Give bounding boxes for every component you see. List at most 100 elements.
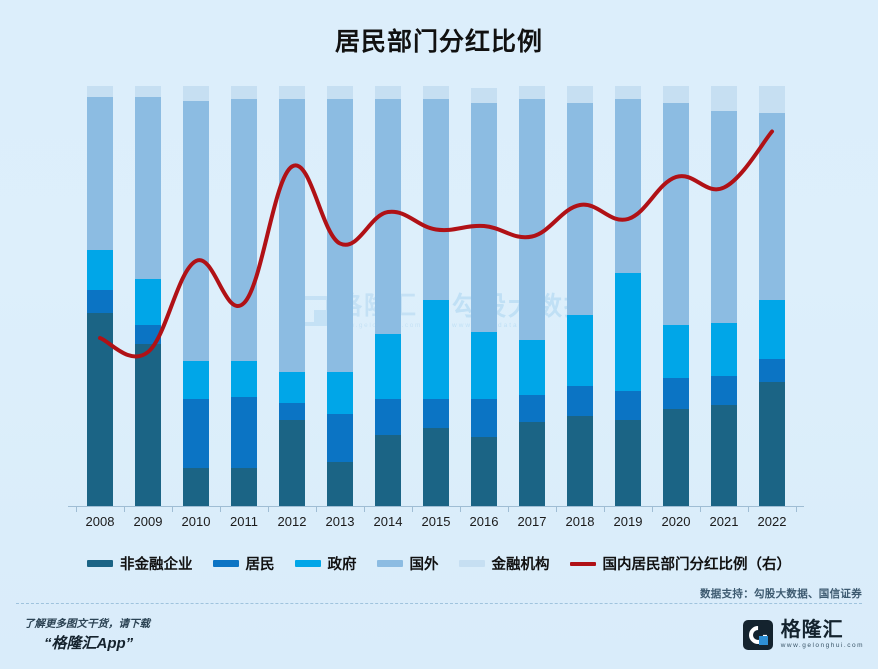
bar-segment [615,272,641,391]
bar-segment [759,300,785,359]
bar-segment [183,86,209,101]
source-note: 数据支持：勾股大数据、国信证券 [700,588,862,600]
bar-segment [231,468,257,506]
x-axis-tick-label: 2017 [517,514,547,529]
bar-column [87,86,113,506]
x-axis-tickmark [796,506,797,512]
x-axis-tick-label: 2014 [373,514,403,529]
legend-item[interactable]: 居民 [212,553,275,574]
bar-segment [519,394,545,422]
bar-segment [327,86,353,99]
bar-segment [375,98,401,334]
x-axis-tick-label: 2012 [277,514,307,529]
bar-segment [279,86,305,99]
bar-segment [87,249,113,290]
bar-segment [519,86,545,99]
legend-item[interactable]: 政府 [294,553,357,574]
x-axis-tick-label: 2008 [85,514,115,529]
legend-label: 金融机构 [491,557,550,573]
x-axis-tick-label: 2022 [757,514,787,529]
bar-column [471,86,497,506]
x-axis-tickmark [412,506,413,512]
brand-name: 格隆汇 [780,619,844,642]
bar-segment [615,419,641,506]
bar-column [519,86,545,506]
bar-segment [231,361,257,397]
legend-label: 政府 [327,557,357,573]
x-axis-tickmark [364,506,365,512]
bar-segment [231,86,257,99]
x-axis-tick-label: 2015 [421,514,451,529]
x-axis-tickmark [172,506,173,512]
bar-segment [471,102,497,332]
x-axis-tickmark [76,506,77,512]
bar-segment [87,96,113,250]
bar-column [615,86,641,506]
x-axis-tick-label: 2019 [613,514,643,529]
bar-segment [711,86,737,112]
bar-segment [663,102,689,326]
bar-segment [663,86,689,103]
bar-segment [135,86,161,97]
bar-segment [423,398,449,429]
legend-label: 国内居民部门分红比例（右） [602,557,792,573]
bar-column [279,86,305,506]
bar-segment [663,325,689,378]
x-axis-tick-label: 2021 [709,514,739,529]
footer-line-1: 了解更多图文干货，请下载 [24,618,150,630]
x-axis-line [68,506,804,507]
bar-segment [759,359,785,383]
bar-segment [567,102,593,315]
x-axis-tickmark [652,506,653,512]
bar-segment [87,289,113,313]
bar-segment [471,398,497,437]
x-axis-tickmark [556,506,557,512]
legend-swatch [458,560,485,567]
bar-segment [279,98,305,372]
bar-segment [423,428,449,506]
bar-segment [135,344,161,506]
legend-item[interactable]: 国外 [376,553,439,574]
bar-segment [87,312,113,506]
x-axis-tick-label: 2020 [661,514,691,529]
bar-segment [519,98,545,341]
bar-segment [279,371,305,404]
bar-segment [327,371,353,414]
bar-column [759,86,785,506]
bar-segment [327,461,353,506]
bar-segment [471,88,497,103]
x-axis-tickmark [508,506,509,512]
bar-segment [327,98,353,372]
bar-column [567,86,593,506]
legend-item[interactable]: 非金融企业 [87,553,193,574]
bar-segment [759,86,785,114]
bar-segment [375,434,401,506]
brand-logo: 格隆汇 www.gelonghui.com [742,619,864,650]
legend-label: 国外 [409,557,439,573]
legend-swatch [569,561,596,566]
bar-segment [663,377,689,410]
bar-column [135,86,161,506]
x-axis-tickmark [316,506,317,512]
bar-segment [471,436,497,506]
legend-item[interactable]: 国内居民部门分红比例（右） [569,553,792,574]
footer-line-2: “格隆汇App” [44,635,134,652]
bar-segment [183,468,209,506]
legend-item[interactable]: 金融机构 [458,553,550,574]
legend-label: 居民 [245,557,275,573]
legend-swatch [376,560,403,567]
bar-segment [231,396,257,469]
legend-swatch [294,560,321,567]
x-axis-tickmark [124,506,125,512]
bar-column [711,86,737,506]
chart-title: 居民部门分红比例 [334,28,543,56]
x-axis-tickmark [748,506,749,512]
x-axis-tickmark [460,506,461,512]
brand-url: www.gelonghui.com [780,642,864,650]
bar-segment [279,419,305,506]
bar-segment [615,86,641,99]
chart-legend: 非金融企业 居民 政府 国外 金融机构 国内居民部门分红比例（右） [0,553,878,574]
footer-divider [16,603,862,604]
x-axis-tick-label: 2011 [230,514,258,529]
bar-segment [423,86,449,99]
